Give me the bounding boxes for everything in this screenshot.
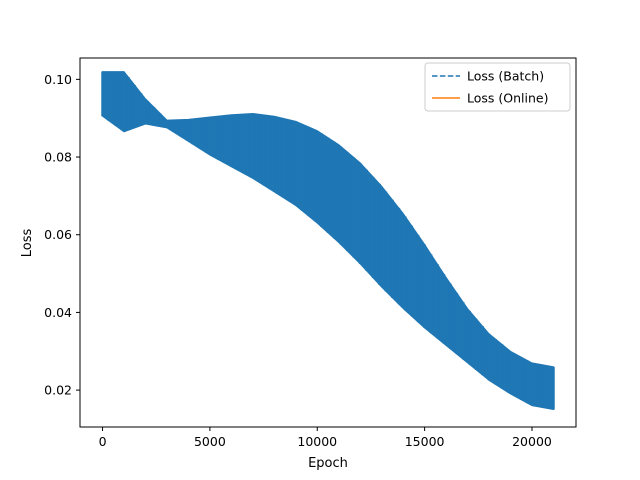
x-axis-ticks: 0 5000 10000 15000 20000 <box>99 427 552 449</box>
y-tick-label: 0.02 <box>44 383 72 398</box>
y-tick-label: 0.06 <box>44 227 72 242</box>
x-tick-label: 5000 <box>194 434 226 449</box>
legend-label-online: Loss (Online) <box>467 91 548 106</box>
x-tick-label: 0 <box>99 434 107 449</box>
plot-frame <box>79 57 577 428</box>
y-tick-label: 0.08 <box>44 150 72 165</box>
batch-loss-oscillation <box>101 71 555 410</box>
y-axis-label: Loss <box>20 229 35 258</box>
x-tick-label: 20000 <box>512 434 552 449</box>
x-tick-label: 15000 <box>405 434 445 449</box>
x-axis-label: Epoch <box>308 456 348 471</box>
y-tick-label: 0.10 <box>44 72 72 87</box>
y-axis-ticks: 0.02 0.04 0.06 0.08 0.10 <box>44 72 80 398</box>
legend-label-batch: Loss (Batch) <box>467 69 544 84</box>
y-tick-label: 0.04 <box>44 305 72 320</box>
legend: Loss (Batch) Loss (Online) <box>424 62 571 112</box>
legend-box <box>424 62 571 112</box>
x-tick-label: 10000 <box>297 434 337 449</box>
